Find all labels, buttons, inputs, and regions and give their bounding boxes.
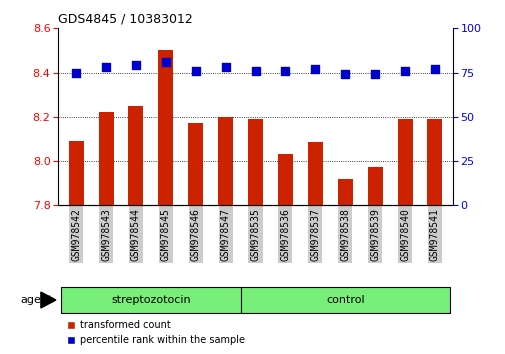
Point	[132, 63, 140, 68]
Point	[251, 68, 259, 74]
Legend: transformed count, percentile rank within the sample: transformed count, percentile rank withi…	[63, 316, 248, 349]
Point	[102, 64, 110, 70]
Point	[311, 66, 319, 72]
Bar	[427, 119, 441, 205]
Bar	[69, 141, 83, 205]
Point	[281, 68, 289, 74]
Point	[430, 66, 438, 72]
Bar	[188, 124, 203, 205]
Bar	[247, 119, 263, 205]
Bar	[307, 142, 322, 205]
Text: GDS4845 / 10383012: GDS4845 / 10383012	[58, 13, 192, 26]
Point	[162, 59, 170, 65]
Text: control: control	[325, 295, 364, 305]
Bar	[337, 179, 352, 205]
Polygon shape	[41, 292, 56, 308]
Bar	[397, 119, 412, 205]
Bar	[277, 154, 292, 205]
Text: streptozotocin: streptozotocin	[111, 295, 190, 305]
Bar	[158, 50, 173, 205]
Bar	[367, 167, 382, 205]
Bar	[218, 117, 233, 205]
Point	[340, 72, 348, 77]
Point	[221, 64, 229, 70]
Point	[72, 70, 80, 75]
Bar	[98, 112, 113, 205]
Point	[370, 72, 378, 77]
Bar	[128, 106, 143, 205]
Text: agent: agent	[21, 295, 53, 305]
Point	[400, 68, 408, 74]
Point	[191, 68, 199, 74]
